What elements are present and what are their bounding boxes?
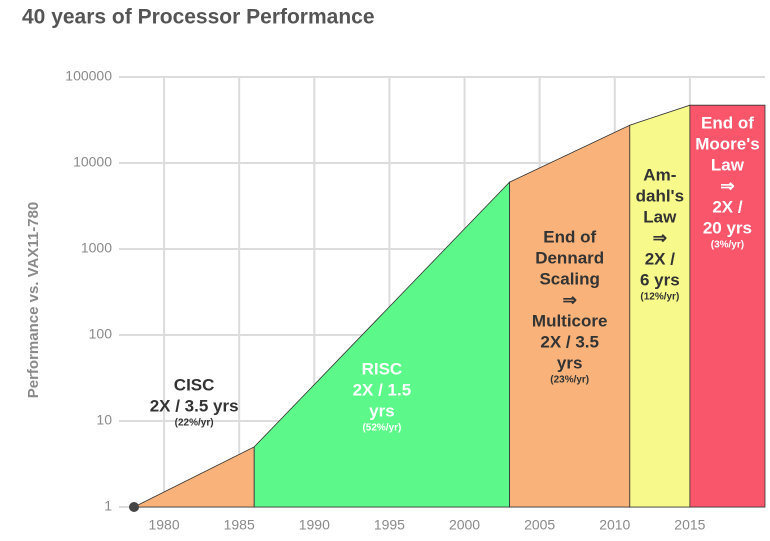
region-label: Multicore [532,311,608,330]
y-axis-label: Performance vs. VAX11-780 [25,202,42,399]
region-label: ⇒ [653,228,667,247]
start-point [129,502,140,512]
region-label: CISC [174,375,215,394]
region-area [253,181,511,508]
region-rate: (12%/yr) [640,292,679,303]
y-tick-label: 10 [96,412,112,428]
region-label: 2X / 3.5 [540,332,599,351]
x-tick-label: 1995 [374,517,405,533]
region-label: 6 yrs [640,270,680,289]
region-label: 2X / 1.5 [353,380,412,399]
x-tick-label: 2010 [599,517,630,533]
x-tick-label: 2000 [449,517,480,533]
region-area [133,446,255,508]
y-tick-label: 100000 [65,68,112,84]
x-tick-label: 2015 [674,517,705,533]
region-label: Scaling [539,269,599,288]
region-label: 2X / [712,197,743,216]
y-tick-label: 10000 [73,154,112,170]
region-label: Moore's [695,134,760,153]
x-tick-label: 1990 [299,517,330,533]
region-label: ⇒ [563,290,577,309]
region-label: Law [643,207,677,226]
region-label: Dennard [535,248,604,267]
region-label: Law [711,155,745,174]
region-label: dahl's [636,186,684,205]
region-label: End of [543,227,596,246]
y-tick-label: 1 [104,498,112,514]
region-rate: (23%/yr) [550,375,589,386]
region-label: RISC [362,359,403,378]
x-tick-label: 2005 [524,517,555,533]
y-tick-label: 1000 [81,240,112,256]
region-label: 2X / 3.5 yrs [150,396,239,415]
region-label: 2X / [645,249,676,268]
region-label: End of [701,113,754,132]
region-rate: (52%/yr) [362,423,401,434]
region-label: 20 yrs [703,218,752,237]
x-tick-label: 1985 [224,517,255,533]
x-tick-label: 1980 [148,517,179,533]
region-label: Am- [643,165,676,184]
region-label: ⇒ [720,176,734,195]
region-area [689,104,766,508]
region-label: yrs [369,401,395,420]
chart-title: 40 years of Processor Performance [22,6,375,29]
y-tick-label: 100 [89,326,113,342]
region-label: yrs [557,353,583,372]
region-rate: (3%/yr) [711,240,744,251]
region-rate: (22%/yr) [175,418,214,429]
